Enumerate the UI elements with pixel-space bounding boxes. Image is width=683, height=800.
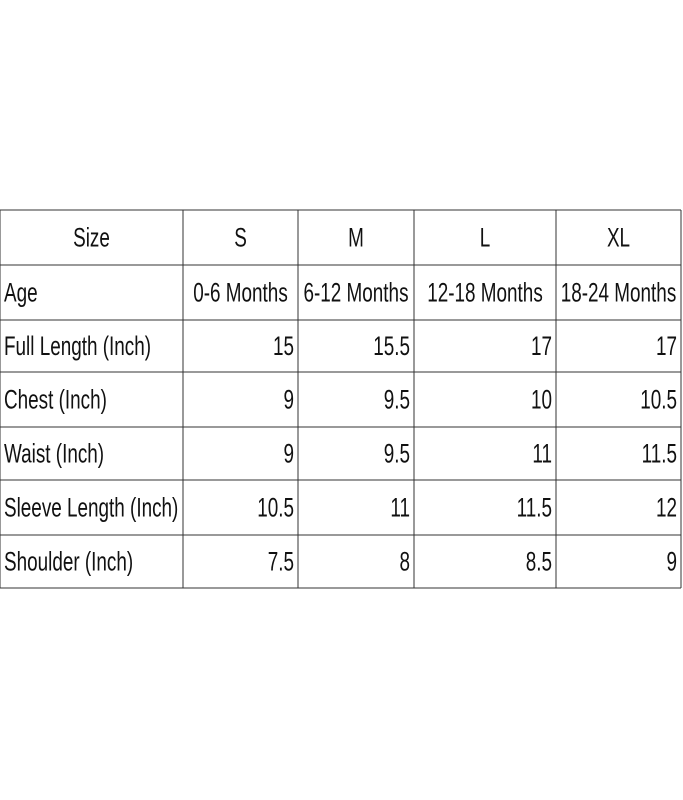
table-cell: 6-12 Months: [303, 277, 408, 307]
table-cell: 7.5: [268, 546, 294, 576]
table-cell: 7.5: [268, 546, 294, 576]
header-cell: Size: [73, 222, 110, 252]
table-cell: 12-18 Months: [427, 277, 543, 307]
table-cell: 11: [532, 438, 552, 468]
table-cell: 9: [283, 384, 294, 414]
table-cell: 11: [532, 438, 552, 468]
table-cell: 18-24 Months: [561, 277, 677, 307]
table-cell: 8.5: [526, 546, 552, 576]
table-cell: 17: [531, 331, 552, 361]
table-cell: 12: [656, 492, 677, 522]
table-cell: 9: [283, 438, 294, 468]
table-cell: 9.5: [384, 438, 410, 468]
table-cell: 17: [656, 331, 677, 361]
table-cell: 6-12 Months: [303, 277, 408, 307]
row-label: Age: [4, 277, 38, 307]
row-label: Waist (Inch): [4, 438, 104, 468]
table-cell: 15.5: [373, 331, 410, 361]
table-cell: 0-6 Months: [193, 277, 288, 307]
row-label: Shoulder (Inch): [4, 546, 133, 576]
table-cell: 10.5: [640, 384, 677, 414]
row-label: Full Length (Inch): [4, 331, 151, 361]
table-cell: 10.5: [640, 384, 677, 414]
table-cell: 11.5: [642, 438, 677, 468]
table-cell: 17: [656, 331, 677, 361]
table-cell: 10: [531, 384, 552, 414]
table-cell: 10.5: [257, 492, 294, 522]
row-label: Sleeve Length (Inch): [4, 492, 178, 522]
row-label: Age: [4, 277, 38, 307]
header-cell: XL: [607, 222, 630, 252]
table-cell: 9.5: [384, 384, 410, 414]
table-cell: 8.5: [526, 546, 552, 576]
row-label: Shoulder (Inch): [4, 546, 133, 576]
table-cell: 17: [531, 331, 552, 361]
table-cell: 11: [390, 492, 410, 522]
table-cell: 9: [283, 438, 294, 468]
table-cell: 9: [283, 384, 294, 414]
table-cell: 15: [273, 331, 294, 361]
table-cell: 15: [273, 331, 294, 361]
table-cell: 11.5: [517, 492, 552, 522]
header-cell: M: [348, 222, 364, 252]
table-cell: 10.5: [257, 492, 294, 522]
header-cell: XL: [607, 222, 630, 252]
header-cell: S: [234, 222, 247, 252]
row-label: Chest (Inch): [4, 384, 107, 414]
table-cell: 8: [399, 546, 410, 576]
table-cell: 9: [666, 546, 677, 576]
table-cell: 9.5: [384, 438, 410, 468]
table-cell: 10: [531, 384, 552, 414]
header-cell: L: [480, 222, 491, 252]
table-cell: 12-18 Months: [427, 277, 543, 307]
table-cell: 15.5: [373, 331, 410, 361]
table-cell: 8: [399, 546, 410, 576]
table-cell: 11.5: [642, 438, 677, 468]
table-cell: 11.5: [517, 492, 552, 522]
table-cell: 12: [656, 492, 677, 522]
row-label: Chest (Inch): [4, 384, 107, 414]
header-cell: L: [480, 222, 491, 252]
row-label: Sleeve Length (Inch): [4, 492, 178, 522]
header-cell: S: [234, 222, 247, 252]
header-cell: Size: [73, 222, 110, 252]
header-cell: M: [348, 222, 364, 252]
row-label: Waist (Inch): [4, 438, 104, 468]
table-cell: 9.5: [384, 384, 410, 414]
row-label: Full Length (Inch): [4, 331, 151, 361]
table-cell: 18-24 Months: [561, 277, 677, 307]
table-cell: 0-6 Months: [193, 277, 288, 307]
table-cell: 9: [666, 546, 677, 576]
table-cell: 11: [390, 492, 410, 522]
